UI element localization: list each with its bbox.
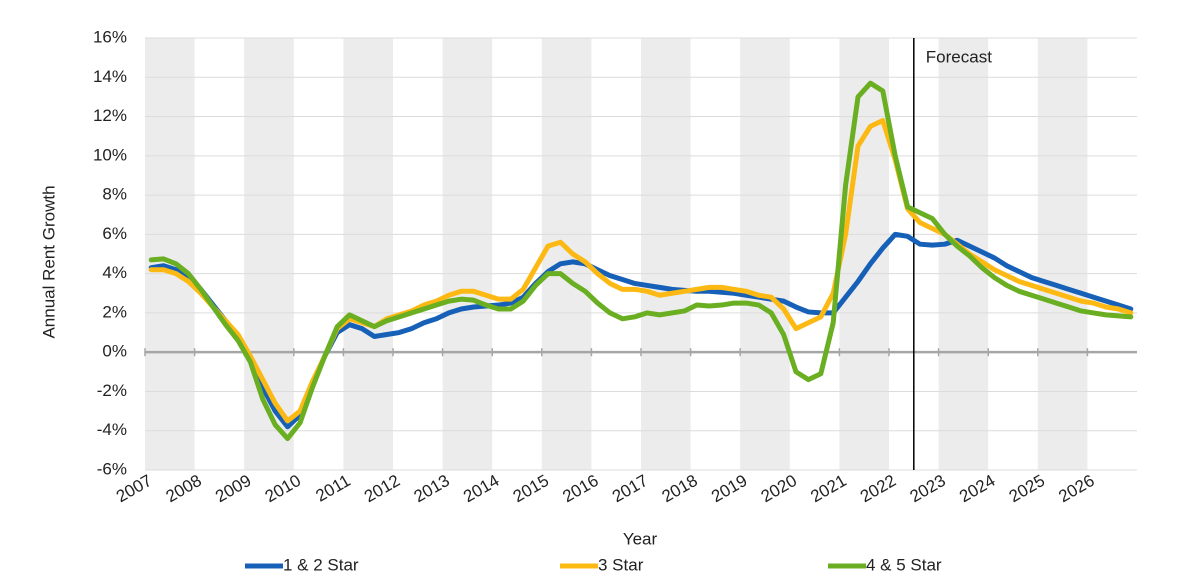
x-axis-label: Year bbox=[623, 529, 658, 548]
x-tick-label: 2016 bbox=[559, 471, 601, 506]
year-band bbox=[740, 38, 790, 470]
x-tick-label: 2020 bbox=[758, 471, 800, 506]
y-tick-label: 0% bbox=[102, 342, 127, 361]
plot-background bbox=[145, 37, 1137, 471]
legend-label: 1 & 2 Star bbox=[283, 555, 359, 574]
year-band bbox=[244, 38, 294, 470]
x-tick-label: 2012 bbox=[361, 471, 403, 506]
y-tick-label: 10% bbox=[93, 145, 127, 164]
y-tick-label: -6% bbox=[97, 459, 127, 478]
x-tick-label: 2008 bbox=[163, 471, 205, 506]
legend-label: 3 Star bbox=[598, 555, 644, 574]
series-line bbox=[148, 80, 1134, 442]
x-tick-label: 2025 bbox=[1006, 471, 1048, 506]
x-tick-label: 2021 bbox=[807, 471, 849, 506]
forecast-label: Forecast bbox=[926, 47, 992, 66]
year-band bbox=[839, 38, 889, 470]
year-band bbox=[1037, 38, 1088, 470]
x-tick-label: 2022 bbox=[857, 471, 899, 506]
x-tick-label: 2011 bbox=[312, 471, 353, 506]
x-tick-label: 2010 bbox=[262, 471, 304, 506]
y-tick-label: 12% bbox=[93, 106, 127, 125]
y-axis-label: Annual Rent Growth bbox=[39, 185, 58, 338]
x-tick-label: 2009 bbox=[212, 471, 254, 506]
y-tick-label: -2% bbox=[97, 381, 127, 400]
x-tick-label: 2019 bbox=[708, 471, 750, 506]
x-tick-label: 2018 bbox=[659, 471, 701, 506]
legend-label: 4 & 5 Star bbox=[866, 555, 942, 574]
x-tick-label: 2014 bbox=[460, 471, 502, 506]
x-tick-label: 2017 bbox=[609, 471, 651, 506]
year-band bbox=[541, 38, 592, 470]
x-tick-label: 2026 bbox=[1055, 471, 1097, 506]
year-band bbox=[145, 38, 195, 470]
year-band bbox=[442, 38, 493, 470]
x-tick-label: 2023 bbox=[907, 471, 949, 506]
y-tick-label: 2% bbox=[102, 302, 127, 321]
year-band bbox=[343, 38, 393, 470]
x-tick-label: 2013 bbox=[411, 471, 453, 506]
y-tick-label: 14% bbox=[93, 67, 127, 86]
y-tick-label: -4% bbox=[97, 420, 127, 439]
x-tick-label: 2015 bbox=[510, 471, 552, 506]
y-tick-label: 16% bbox=[93, 27, 127, 46]
y-tick-label: 8% bbox=[102, 185, 127, 204]
year-band bbox=[641, 38, 691, 470]
y-tick-label: 4% bbox=[102, 263, 127, 282]
x-tick-label: 2024 bbox=[956, 471, 998, 506]
y-tick-label: 6% bbox=[102, 224, 127, 243]
